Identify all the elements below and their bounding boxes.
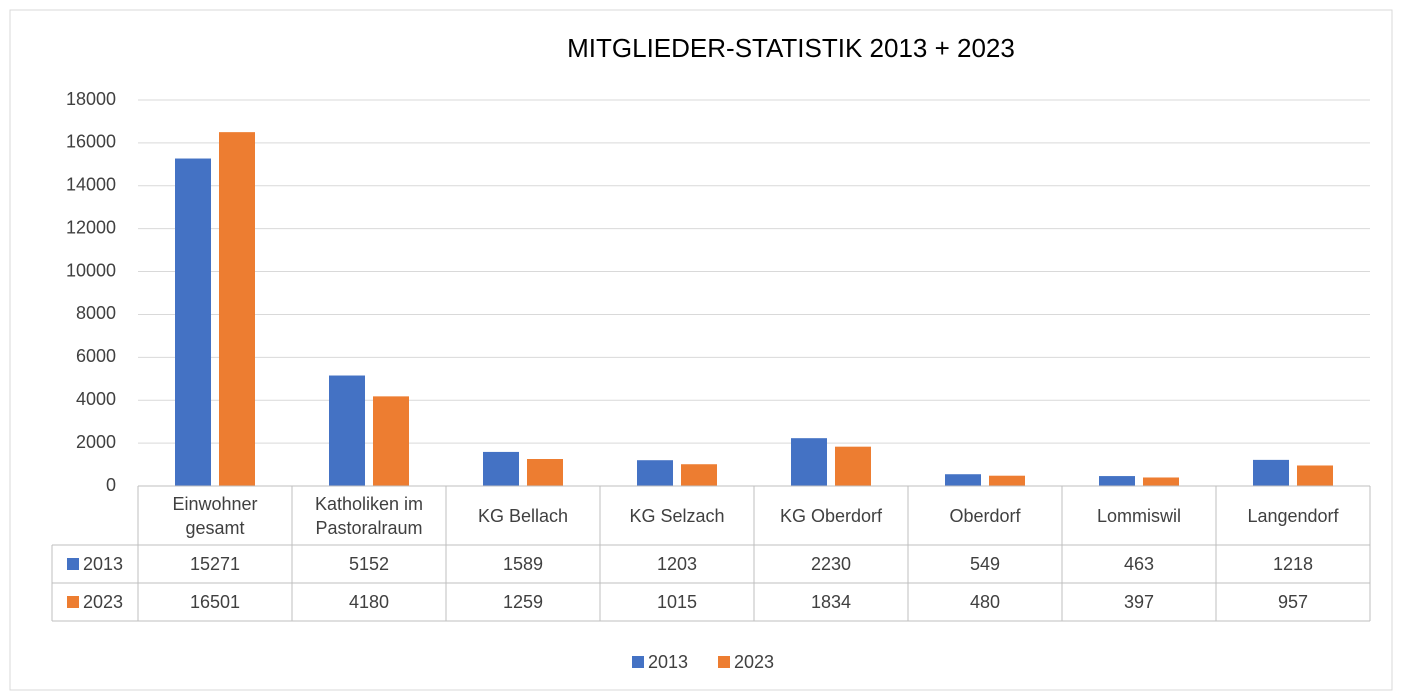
table-value: 1259 xyxy=(502,592,544,612)
table-value: 397 xyxy=(1123,592,1155,612)
table-value: 480 xyxy=(969,592,1001,612)
table-value: 1203 xyxy=(656,554,698,574)
table-value: 5152 xyxy=(348,554,390,574)
table-value: 1834 xyxy=(810,592,852,612)
bar xyxy=(681,464,717,486)
y-tick-label: 18000 xyxy=(66,89,116,109)
legend-label: 2013 xyxy=(82,554,124,574)
y-tick-label: 6000 xyxy=(76,346,116,366)
table-value: 1218 xyxy=(1272,554,1314,574)
table-value: 2230 xyxy=(810,554,852,574)
table-value: 15271 xyxy=(189,554,241,574)
y-tick-label: 10000 xyxy=(66,260,116,280)
bar xyxy=(483,451,519,486)
legend-swatch xyxy=(66,558,79,570)
y-tick-label: 2000 xyxy=(76,432,116,452)
table-value: 549 xyxy=(969,554,1001,574)
table-value: 16501 xyxy=(189,592,241,612)
y-tick-label: 16000 xyxy=(66,132,116,152)
table-value: 4180 xyxy=(348,592,390,612)
category-label: Oberdorf xyxy=(949,505,1021,526)
table-legend: 2023 xyxy=(52,583,138,621)
bar xyxy=(527,459,563,486)
bar xyxy=(1143,477,1179,486)
legend-label: 2013 xyxy=(648,652,688,672)
category-label: Einwohner gesamt xyxy=(172,493,258,538)
bar xyxy=(791,438,827,486)
legend-label: 2023 xyxy=(734,652,774,672)
bar xyxy=(1253,459,1289,486)
bar xyxy=(989,475,1025,486)
y-tick-label: 8000 xyxy=(76,303,116,323)
bar xyxy=(835,446,871,486)
chart-frame xyxy=(9,9,1393,691)
category-label: Lommiswil xyxy=(1096,505,1181,526)
y-tick-label: 14000 xyxy=(66,175,116,195)
table-value: 1589 xyxy=(502,554,544,574)
y-tick-label: 0 xyxy=(106,475,116,495)
bar xyxy=(175,158,211,486)
bar xyxy=(1099,476,1135,486)
y-tick-label: 12000 xyxy=(66,217,116,237)
bar xyxy=(373,396,409,486)
bar xyxy=(945,474,981,486)
category-label: Katholiken im Pastoralraum xyxy=(314,493,424,538)
legend-swatch xyxy=(718,656,730,668)
table-legend: 2013 xyxy=(52,545,138,583)
category-label: KG Bellach xyxy=(477,505,569,526)
category-label: KG Oberdorf xyxy=(779,505,883,526)
bar xyxy=(1297,465,1333,486)
chart-title: MITGLIEDER-STATISTIK 2013 + 2023 xyxy=(567,33,1015,63)
legend-swatch xyxy=(66,596,79,608)
bar xyxy=(637,460,673,486)
legend-swatch xyxy=(632,656,644,668)
table-value: 463 xyxy=(1123,554,1155,574)
table-value: 1015 xyxy=(656,592,698,612)
bar xyxy=(329,375,365,486)
category-label: Langendorf xyxy=(1247,505,1339,526)
y-tick-label: 4000 xyxy=(76,389,116,409)
category-label: KG Selzach xyxy=(629,505,725,526)
table-value: 957 xyxy=(1277,592,1309,612)
legend-label: 2023 xyxy=(82,592,124,612)
bar xyxy=(219,132,255,487)
